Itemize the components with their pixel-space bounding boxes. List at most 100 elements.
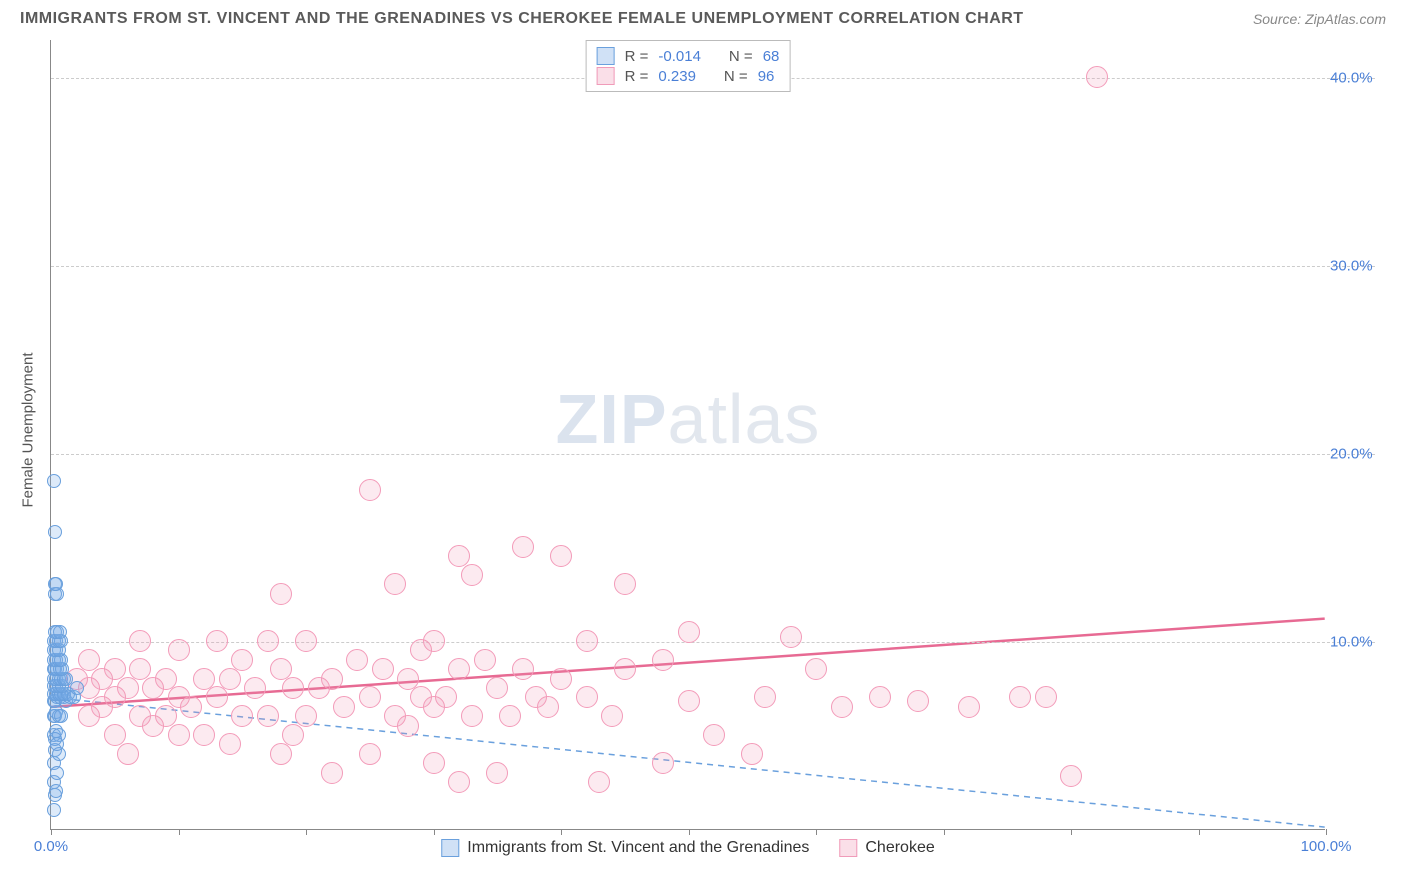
scatter-point (410, 686, 432, 708)
scatter-point (78, 705, 100, 727)
scatter-point (104, 686, 126, 708)
scatter-point (48, 577, 62, 591)
scatter-point (55, 679, 69, 693)
scatter-point (50, 587, 64, 601)
scatter-point (54, 709, 68, 723)
swatch-icon (597, 67, 615, 85)
scatter-point (270, 743, 292, 765)
y-tick-label: 20.0% (1330, 445, 1380, 462)
scatter-point (52, 709, 66, 723)
scatter-point (61, 687, 75, 701)
scatter-point (47, 662, 61, 676)
scatter-point (308, 677, 330, 699)
scatter-point (48, 625, 62, 639)
scatter-point (47, 687, 61, 701)
scatter-point (499, 705, 521, 727)
legend-stats-row: R = 0.239 N = 96 (597, 67, 780, 85)
y-tick-label: 30.0% (1330, 257, 1380, 274)
scatter-point (907, 690, 929, 712)
scatter-point (67, 690, 81, 704)
scatter-point (48, 525, 62, 539)
legend-stats: R = -0.014 N = 68 R = 0.239 N = 96 (586, 40, 791, 92)
scatter-point (78, 677, 100, 699)
scatter-point (180, 696, 202, 718)
scatter-point (512, 658, 534, 680)
scatter-point (48, 662, 62, 676)
scatter-point (384, 705, 406, 727)
scatter-point (805, 658, 827, 680)
scatter-point (614, 573, 636, 595)
scatter-point (78, 649, 100, 671)
scatter-point (53, 662, 67, 676)
scatter-point (53, 625, 67, 639)
scatter-point (91, 696, 113, 718)
x-tick (51, 829, 52, 835)
scatter-point (47, 694, 61, 708)
scatter-point (47, 728, 61, 742)
scatter-point (104, 724, 126, 746)
gridline (51, 454, 1375, 455)
scatter-point (47, 653, 61, 667)
scatter-point (780, 626, 802, 648)
scatter-point (372, 658, 394, 680)
scatter-chart: ZIPatlas R = -0.014 N = 68 R = 0.239 N =… (50, 40, 1325, 830)
r-value: -0.014 (658, 48, 701, 65)
scatter-point (333, 696, 355, 718)
scatter-point (321, 762, 343, 784)
x-tick (689, 829, 690, 835)
chart-header: IMMIGRANTS FROM ST. VINCENT AND THE GREN… (20, 10, 1386, 28)
trend-line (51, 698, 1324, 828)
scatter-point (117, 743, 139, 765)
scatter-point (384, 573, 406, 595)
scatter-point (461, 564, 483, 586)
scatter-point (52, 672, 66, 686)
n-label: N = (729, 48, 753, 65)
scatter-point (48, 587, 62, 601)
scatter-point (474, 649, 496, 671)
scatter-point (958, 696, 980, 718)
scatter-point (47, 672, 61, 686)
scatter-point (49, 705, 63, 719)
scatter-point (48, 694, 62, 708)
scatter-point (50, 625, 64, 639)
scatter-point (49, 784, 63, 798)
scatter-point (512, 536, 534, 558)
trend-lines (51, 40, 1325, 829)
swatch-icon (597, 47, 615, 65)
scatter-point (57, 672, 71, 686)
scatter-point (91, 668, 113, 690)
scatter-point (321, 668, 343, 690)
scatter-point (50, 662, 64, 676)
scatter-point (219, 668, 241, 690)
scatter-point (117, 677, 139, 699)
scatter-point (52, 653, 66, 667)
scatter-point (435, 686, 457, 708)
scatter-point (270, 583, 292, 605)
scatter-point (57, 687, 71, 701)
scatter-point (550, 668, 572, 690)
scatter-point (423, 696, 445, 718)
scatter-point (193, 668, 215, 690)
x-tick (179, 829, 180, 835)
n-value: 96 (758, 68, 775, 85)
scatter-point (48, 709, 62, 723)
scatter-point (52, 728, 66, 742)
legend-label: Immigrants from St. Vincent and the Gren… (467, 839, 809, 857)
scatter-point (49, 724, 63, 738)
watermark-bold: ZIP (556, 380, 668, 458)
scatter-point (70, 681, 84, 695)
legend-stats-row: R = -0.014 N = 68 (597, 47, 780, 65)
scatter-point (448, 545, 470, 567)
scatter-point (63, 690, 77, 704)
scatter-point (1060, 765, 1082, 787)
trend-line (51, 619, 1324, 707)
scatter-point (52, 687, 66, 701)
x-tick (1071, 829, 1072, 835)
scatter-point (486, 762, 508, 784)
scatter-point (66, 668, 88, 690)
scatter-point (741, 743, 763, 765)
scatter-point (550, 545, 572, 567)
scatter-point (295, 705, 317, 727)
scatter-point (54, 672, 68, 686)
scatter-point (48, 743, 62, 757)
